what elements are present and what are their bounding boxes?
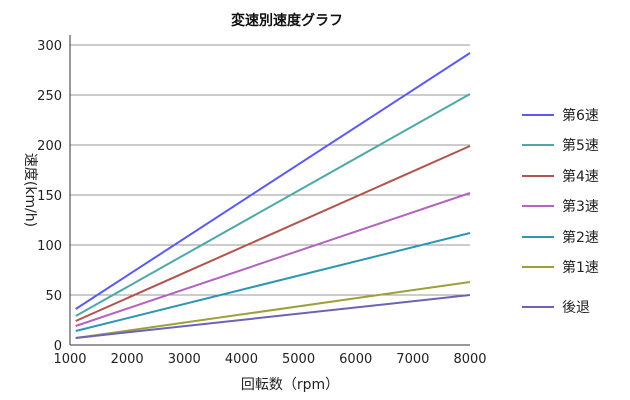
series-line xyxy=(75,281,471,339)
x-tick-label: 5000 xyxy=(282,352,315,367)
x-tick-label: 8000 xyxy=(453,352,486,367)
y-tick-label: 150 xyxy=(37,189,62,204)
x-tick-label: 1000 xyxy=(53,352,86,367)
x-tick-labels: 1000 2000 3000 4000 5000 6000 7000 8000 xyxy=(53,352,486,367)
y-tick-label: 100 xyxy=(37,239,62,254)
series-line xyxy=(75,294,471,339)
series-line xyxy=(75,52,471,310)
legend-label: 第4速 xyxy=(562,168,599,185)
legend-label: 後退 xyxy=(562,300,590,316)
legend-label: 第3速 xyxy=(562,198,599,215)
series-line xyxy=(75,232,471,332)
x-tick-label: 3000 xyxy=(168,352,201,367)
x-tick-label: 7000 xyxy=(396,352,429,367)
axes xyxy=(69,35,470,346)
y-tick-labels: 0 50 100 150 200 250 300 xyxy=(37,39,62,354)
y-axis-label: 速度(km/h) xyxy=(22,153,38,227)
legend-label: 第6速 xyxy=(562,107,599,124)
x-tick-label: 2000 xyxy=(111,352,144,367)
x-axis-label: 回転数（rpm） xyxy=(241,377,339,393)
series-lines xyxy=(75,52,471,339)
legend-label: 第5速 xyxy=(562,137,599,154)
gridlines xyxy=(70,44,470,296)
x-tick-label: 4000 xyxy=(225,352,258,367)
y-tick-label: 0 xyxy=(54,339,62,354)
series-line xyxy=(75,145,471,322)
chart-title: 変速別速度グラフ xyxy=(231,12,343,29)
y-tick-label: 300 xyxy=(37,39,62,54)
y-tick-label: 50 xyxy=(45,289,62,304)
y-tick-label: 250 xyxy=(37,89,62,104)
y-tick-label: 200 xyxy=(37,139,62,154)
legend-label: 第1速 xyxy=(562,259,599,276)
x-tick-label: 6000 xyxy=(339,352,372,367)
legend-label: 第2速 xyxy=(562,229,599,246)
series-line xyxy=(75,93,471,317)
series-line xyxy=(75,192,471,327)
